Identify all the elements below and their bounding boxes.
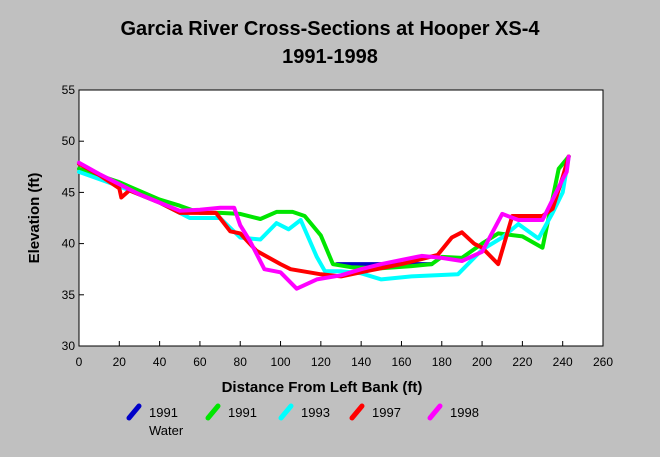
legend-label: 1991: [149, 405, 178, 420]
y-tick-label: 30: [62, 339, 76, 353]
x-tick-label: 80: [234, 355, 248, 369]
x-tick-label: 0: [76, 355, 83, 369]
legend-label: 1998: [450, 405, 479, 420]
chart-subtitle: 1991-1998: [282, 46, 378, 68]
y-tick-label: 55: [62, 83, 76, 97]
legend-label: 1997: [372, 405, 401, 420]
y-tick-label: 40: [62, 237, 76, 251]
x-axis-ticks: 0 20 40 60 80 100 120 140 160 180 200 220 240 260: [76, 341, 613, 369]
legend-swatch: [205, 403, 221, 421]
x-tick-label: 180: [432, 355, 452, 369]
legend-label: 1993: [301, 405, 330, 420]
legend-label: 1991: [228, 405, 257, 420]
legend-sublabel: Water: [149, 423, 184, 438]
y-tick-label: 35: [62, 288, 76, 302]
legend-swatch: [278, 403, 294, 421]
x-tick-label: 160: [391, 355, 411, 369]
chart-title: Garcia River Cross-Sections at Hooper XS…: [120, 18, 540, 40]
y-tick-label: 50: [62, 134, 76, 148]
series-line-2: [77, 154, 571, 282]
x-tick-label: 40: [153, 355, 167, 369]
x-tick-label: 240: [553, 355, 573, 369]
x-tick-label: 260: [593, 355, 613, 369]
y-tick-label: 45: [62, 185, 76, 199]
legend-swatch: [126, 403, 142, 421]
x-tick-label: 200: [472, 355, 492, 369]
x-tick-label: 140: [351, 355, 371, 369]
x-axis-label: Distance From Left Bank (ft): [222, 379, 423, 396]
x-tick-label: 220: [512, 355, 532, 369]
x-tick-label: 120: [311, 355, 331, 369]
legend-swatch: [427, 403, 443, 421]
x-tick-label: 20: [113, 355, 127, 369]
x-tick-label: 60: [193, 355, 207, 369]
y-axis-ticks: 30 35 40 45 50 55: [62, 83, 84, 353]
legend: 1991 Water 1991 1993 1997 1998: [126, 403, 479, 438]
series-layer: [77, 154, 571, 291]
y-axis-label: Elevation (ft): [26, 173, 43, 264]
x-tick-label: 100: [271, 355, 291, 369]
legend-swatch: [349, 403, 365, 421]
series-line-4: [77, 154, 571, 291]
